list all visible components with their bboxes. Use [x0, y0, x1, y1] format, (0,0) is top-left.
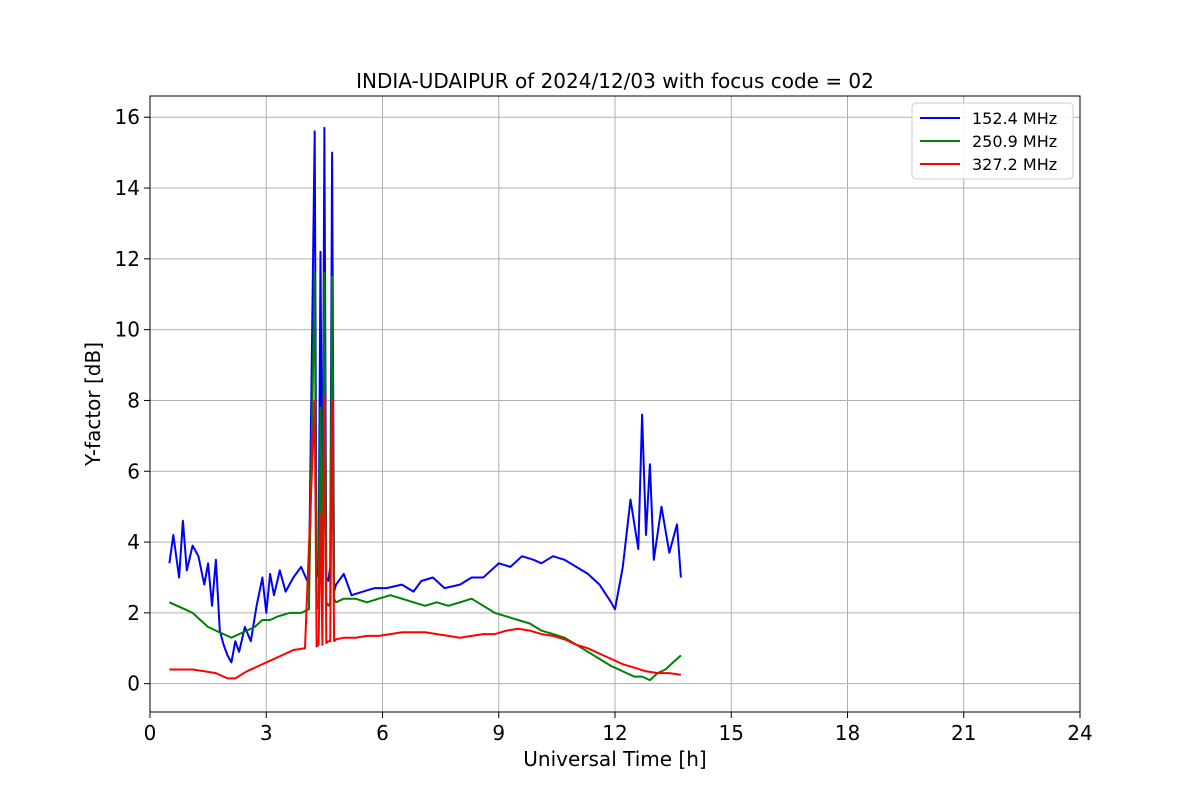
legend-label: 327.2 MHz: [972, 155, 1057, 174]
legend-label: 250.9 MHz: [972, 132, 1057, 151]
y-tick-label: 8: [127, 388, 140, 412]
x-tick-label: 15: [719, 721, 744, 745]
y-tick-label: 0: [127, 672, 140, 696]
x-tick-label: 12: [602, 721, 627, 745]
x-axis-label: Universal Time [h]: [523, 747, 706, 771]
legend-label: 152.4 MHz: [972, 109, 1057, 128]
x-tick-label: 18: [835, 721, 860, 745]
series-line-2: [168, 272, 682, 682]
legend-box: [911, 102, 1074, 180]
y-tick-label: 6: [127, 459, 140, 483]
y-axis-label: Y-factor [dB]: [81, 342, 105, 467]
chart-title: INDIA-UDAIPUR of 2024/12/03 with focus c…: [356, 69, 874, 93]
y-tick-label: 14: [115, 176, 140, 200]
y-tick-label: 16: [115, 105, 140, 129]
grid: [149, 96, 1081, 712]
y-tick-label: 2: [127, 601, 140, 625]
x-tick-label: 21: [951, 721, 976, 745]
x-tick-label: 3: [260, 721, 273, 745]
series-line-3: [169, 395, 682, 680]
legend: 152.4 MHz 250.9 MHz 327.2 MHz: [911, 102, 1074, 180]
y-tick-label: 4: [127, 530, 140, 554]
x-tick-label: 0: [144, 721, 157, 745]
y-tick-label: 10: [115, 318, 140, 342]
x-tick-label: 6: [376, 721, 389, 745]
y-tick-label: 12: [115, 247, 140, 271]
x-tick-label: 24: [1067, 721, 1092, 745]
x-tick-label: 9: [492, 721, 505, 745]
series-line-1: [168, 126, 682, 664]
series-layer: [168, 126, 682, 682]
